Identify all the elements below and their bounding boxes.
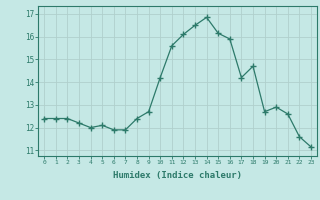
X-axis label: Humidex (Indice chaleur): Humidex (Indice chaleur) <box>113 171 242 180</box>
